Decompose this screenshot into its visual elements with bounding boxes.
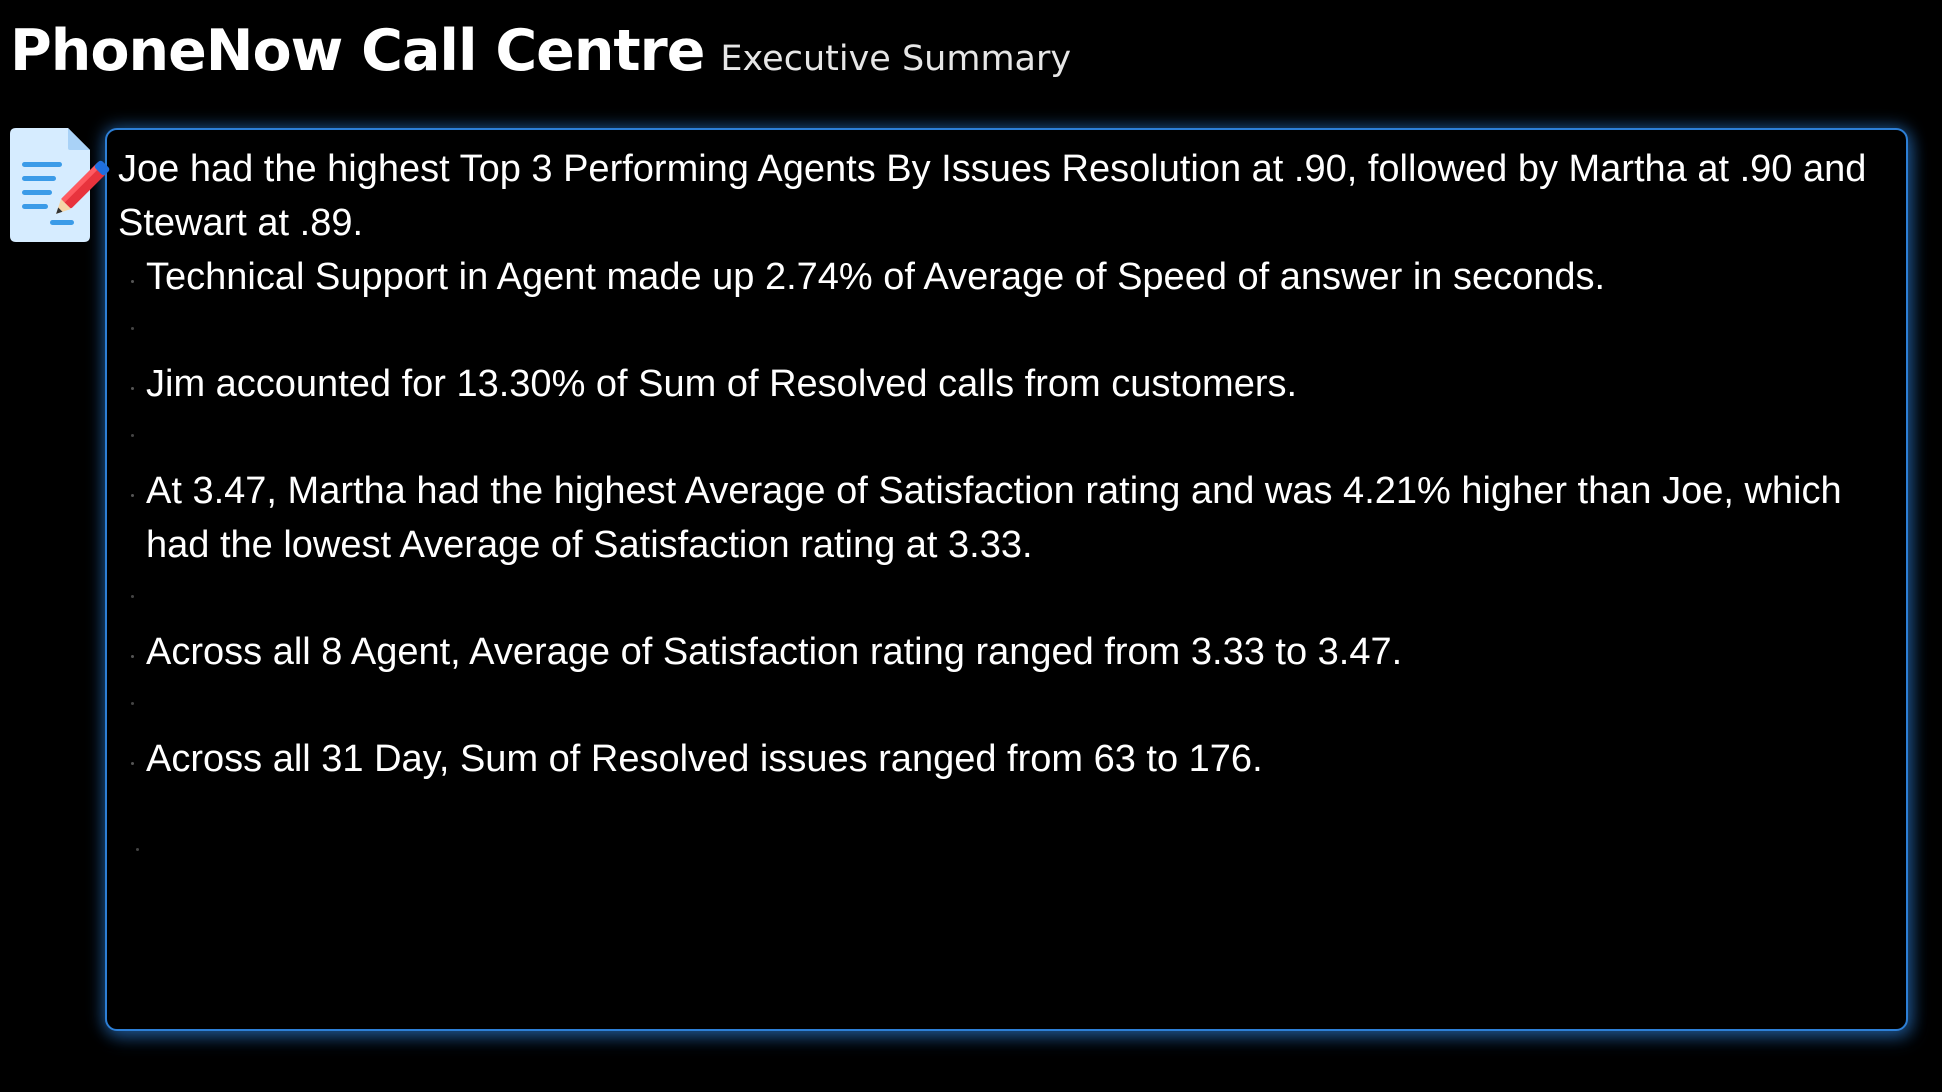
narrative-bullet: Jim accounted for 13.30% of Sum of Resol…	[131, 357, 1888, 437]
narrative-text: Joe had the highest Top 3 Performing Age…	[118, 142, 1888, 839]
narrative-bullet-text: Across all 31 Day, Sum of Resolved issue…	[146, 738, 1263, 780]
narrative-bullet: Technical Support in Agent made up 2.74%…	[131, 250, 1888, 330]
narrative-bullet-text: Technical Support in Agent made up 2.74%…	[146, 256, 1606, 298]
bullet-spacer-dot	[131, 595, 134, 598]
narrative-bullet: At 3.47, Martha had the highest Average …	[131, 464, 1888, 598]
narrative-bullet: Across all 31 Day, Sum of Resolved issue…	[131, 732, 1888, 786]
narrative-bullet-text: Across all 8 Agent, Average of Satisfact…	[146, 631, 1403, 673]
document-edit-icon	[10, 128, 110, 242]
page-subtitle: Executive Summary	[720, 39, 1072, 79]
narrative-bullet: Across all 8 Agent, Average of Satisfact…	[131, 625, 1888, 705]
narrative-bullet-text: Jim accounted for 13.30% of Sum of Resol…	[146, 363, 1298, 405]
page-header: PhoneNow Call Centre Executive Summary	[10, 18, 1071, 98]
bullet-spacer-dot	[131, 702, 134, 705]
narrative-bullet-text: At 3.47, Martha had the highest Average …	[146, 470, 1842, 566]
bullet-spacer-dot	[131, 327, 134, 330]
narrative-lead: Joe had the highest Top 3 Performing Age…	[118, 148, 1867, 244]
smart-narrative-card[interactable]	[105, 128, 1908, 1031]
trailing-empty-paragraph-dot	[136, 848, 139, 851]
page-title: PhoneNow Call Centre	[10, 18, 705, 84]
bullet-spacer-dot	[131, 434, 134, 437]
narrative-bullet-list: Technical Support in Agent made up 2.74%…	[118, 250, 1888, 786]
